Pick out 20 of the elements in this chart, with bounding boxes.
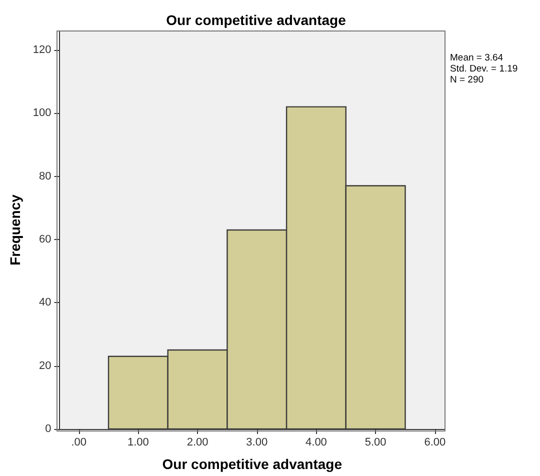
x-tick-label: .00 bbox=[71, 436, 86, 448]
x-tick-label: 5.00 bbox=[364, 436, 386, 448]
y-tick-label: 40 bbox=[39, 296, 52, 309]
text: N = 290 bbox=[450, 74, 484, 86]
x-axis-title: Our competitive advantage bbox=[162, 456, 342, 472]
y-tick-label: 120 bbox=[32, 44, 52, 56]
x-tick-label: 1.00 bbox=[127, 436, 149, 448]
y-tick-label: 100 bbox=[32, 107, 52, 120]
x-tick-label: 4.00 bbox=[306, 436, 327, 448]
chart-title: Our competitive advantage bbox=[166, 12, 346, 28]
y-tick-label: 80 bbox=[39, 170, 52, 182]
x-tick-label: 6.00 bbox=[424, 436, 446, 448]
text: Std. Dev. = 1.19 bbox=[450, 64, 518, 74]
x-tick-label: 3.00 bbox=[246, 436, 268, 448]
text: Mean = 3.64 bbox=[450, 52, 504, 64]
y-tick-label: 0 bbox=[45, 423, 52, 435]
x-tick-label: 2.00 bbox=[186, 436, 208, 448]
y-axis-title: Frequency bbox=[7, 194, 23, 266]
y-tick-label: 20 bbox=[39, 360, 52, 372]
y-tick-label: 60 bbox=[39, 233, 52, 246]
